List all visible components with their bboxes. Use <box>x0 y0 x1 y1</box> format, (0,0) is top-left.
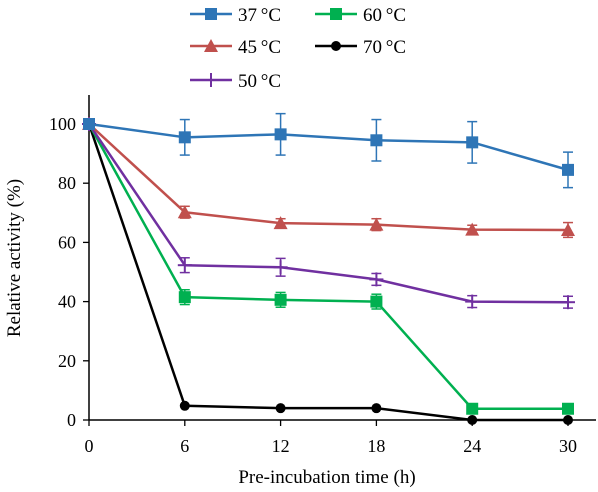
data-point <box>561 222 575 236</box>
legend-item-50c: 50 °C <box>190 71 281 92</box>
legend-label: 60 °C <box>363 5 406 26</box>
legend-label: 45 °C <box>238 37 281 58</box>
data-point <box>466 402 479 415</box>
legend-swatch-marker <box>330 8 342 20</box>
legend-item-70c: 70 °C <box>315 37 406 58</box>
data-point <box>563 415 573 425</box>
y-axis-title: Relative activity (%) <box>4 179 25 337</box>
data-point <box>561 295 575 310</box>
x-tick-label: 12 <box>272 436 290 456</box>
y-tick-label: 20 <box>58 351 76 371</box>
data-point <box>178 291 191 304</box>
axes: 0 6 12 18 24 30 0 20 40 60 80 100 Pre-incubation t… <box>4 95 596 488</box>
series-line <box>87 123 569 304</box>
data-point <box>83 118 95 130</box>
data-point <box>465 222 480 236</box>
series-37c <box>83 112 574 189</box>
data-point <box>370 295 383 308</box>
data-point <box>369 217 384 231</box>
data-point <box>177 205 192 219</box>
legend-label: 50 °C <box>238 71 281 92</box>
data-point <box>179 400 190 411</box>
plot-area <box>82 112 575 425</box>
x-tick-label: 18 <box>367 436 385 456</box>
legend-item-60c: 60 °C <box>315 5 406 26</box>
x-ticks: 0 6 12 18 24 30 <box>85 420 577 456</box>
y-tick-label: 0 <box>67 410 76 430</box>
legend-swatch-marker <box>204 39 218 52</box>
series-60c <box>83 118 574 415</box>
data-point <box>371 403 382 414</box>
y-tick-label: 100 <box>49 114 76 134</box>
series-line <box>88 123 569 232</box>
legend-label: 37 °C <box>238 5 281 26</box>
data-point <box>369 272 384 287</box>
series-70c <box>84 119 573 425</box>
data-point <box>274 128 287 141</box>
y-tick-label: 60 <box>58 232 76 252</box>
data-point <box>275 403 286 414</box>
legend-swatch-marker <box>331 41 341 51</box>
data-point <box>465 294 480 309</box>
data-point <box>467 415 478 425</box>
data-point <box>466 136 479 149</box>
legend-label: 70 °C <box>363 37 406 58</box>
y-tick-label: 40 <box>58 292 76 312</box>
data-point <box>274 293 287 306</box>
data-point <box>370 134 383 147</box>
series-line <box>87 123 568 422</box>
x-tick-label: 6 <box>180 436 189 456</box>
legend: 37 °C 45 °C 50 °C 60 °C 70 °C <box>190 5 406 92</box>
data-point <box>562 402 574 415</box>
series-line <box>87 123 568 411</box>
legend-item-45c: 45 °C <box>190 37 281 58</box>
x-axis-title: Pre-incubation time (h) <box>238 467 415 488</box>
data-point <box>177 258 192 273</box>
series-45c <box>82 117 575 239</box>
x-tick-label: 24 <box>463 436 481 456</box>
y-ticks: 0 20 40 60 80 100 <box>49 114 89 430</box>
legend-item-37c: 37 °C <box>190 5 281 26</box>
x-tick-label: 0 <box>85 436 94 456</box>
y-tick-label: 80 <box>58 173 76 193</box>
data-point <box>273 216 288 230</box>
legend-swatch-marker <box>205 8 217 20</box>
data-point <box>562 163 574 176</box>
x-tick-label: 30 <box>559 436 577 456</box>
series-line <box>88 122 569 172</box>
data-point <box>178 131 191 144</box>
series-50c <box>82 117 575 310</box>
data-point <box>273 260 288 275</box>
legend-swatch-marker <box>204 73 218 87</box>
